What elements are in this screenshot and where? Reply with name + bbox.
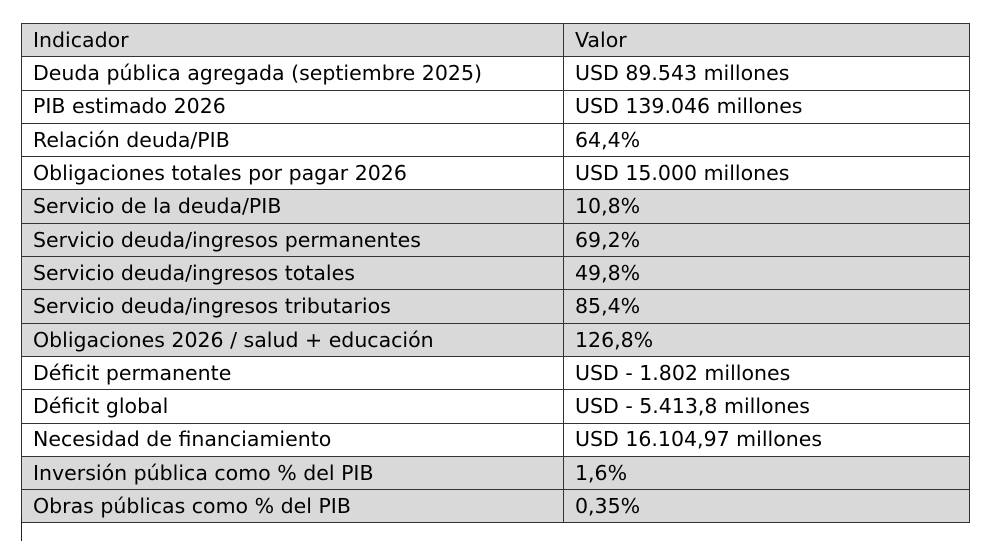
table-row: Deuda pública agregada (septiembre 2025)… bbox=[21, 56, 970, 91]
indicator-cell: Inversión pública como % del PIB bbox=[21, 455, 564, 491]
indicator-cell: Déficit permanente bbox=[21, 355, 564, 391]
table-row: Obras públicas como % del PIB 0,35% bbox=[21, 489, 970, 524]
value-cell: 64,4% bbox=[563, 122, 970, 158]
header-indicator: Indicador bbox=[21, 22, 564, 58]
value-cell: 10,8% bbox=[563, 189, 970, 224]
page-margin-rule bbox=[21, 516, 22, 541]
table-row: Necesidad de financiamiento USD 16.104,9… bbox=[21, 422, 970, 457]
table-row: Déficit global USD - 5.413,8 millones bbox=[21, 389, 970, 424]
table-row: Obligaciones totales por pagar 2026 USD … bbox=[21, 156, 970, 191]
indicator-cell: Déficit global bbox=[21, 389, 564, 424]
value-cell: USD - 5.413,8 millones bbox=[563, 389, 970, 424]
value-cell: USD - 1.802 millones bbox=[563, 355, 970, 391]
table-row: Servicio deuda/ingresos permanentes 69,2… bbox=[21, 222, 970, 258]
header-value: Valor bbox=[563, 22, 970, 58]
indicator-cell: Deuda pública agregada (septiembre 2025) bbox=[21, 56, 564, 91]
table-row: Déficit permanente USD - 1.802 millones bbox=[21, 355, 970, 391]
indicator-cell: Necesidad de financiamiento bbox=[21, 422, 564, 457]
value-cell: USD 15.000 millones bbox=[563, 156, 970, 191]
value-cell: 85,4% bbox=[563, 289, 970, 324]
indicator-cell: Servicio deuda/ingresos totales bbox=[21, 256, 564, 291]
indicator-cell: Servicio de la deuda/PIB bbox=[21, 189, 564, 224]
table-row: Inversión pública como % del PIB 1,6% bbox=[21, 455, 970, 491]
table-row: Servicio de la deuda/PIB 10,8% bbox=[21, 189, 970, 224]
value-cell: USD 89.543 millones bbox=[563, 56, 970, 91]
indicator-cell: PIB estimado 2026 bbox=[21, 89, 564, 124]
value-cell: 1,6% bbox=[563, 455, 970, 491]
indicator-cell: Obras públicas como % del PIB bbox=[21, 489, 564, 524]
indicator-cell: Servicio deuda/ingresos tributarios bbox=[21, 289, 564, 324]
indicator-cell: Obligaciones 2026 / salud + educación bbox=[21, 322, 564, 357]
value-cell: 49,8% bbox=[563, 256, 970, 291]
value-cell: 69,2% bbox=[563, 222, 970, 258]
table-header-row: Indicador Valor bbox=[21, 22, 970, 58]
indicator-cell: Relación deuda/PIB bbox=[21, 122, 564, 158]
indicators-table: Indicador Valor Deuda pública agregada (… bbox=[21, 22, 970, 524]
indicator-cell: Servicio deuda/ingresos permanentes bbox=[21, 222, 564, 258]
table-row: PIB estimado 2026 USD 139.046 millones bbox=[21, 89, 970, 124]
value-cell: USD 16.104,97 millones bbox=[563, 422, 970, 457]
value-cell: 126,8% bbox=[563, 322, 970, 357]
table-row: Servicio deuda/ingresos tributarios 85,4… bbox=[21, 289, 970, 324]
table-row: Obligaciones 2026 / salud + educación 12… bbox=[21, 322, 970, 357]
table-row: Servicio deuda/ingresos totales 49,8% bbox=[21, 256, 970, 291]
value-cell: 0,35% bbox=[563, 489, 970, 524]
indicator-cell: Obligaciones totales por pagar 2026 bbox=[21, 156, 564, 191]
table-row: Relación deuda/PIB 64,4% bbox=[21, 122, 970, 158]
value-cell: USD 139.046 millones bbox=[563, 89, 970, 124]
